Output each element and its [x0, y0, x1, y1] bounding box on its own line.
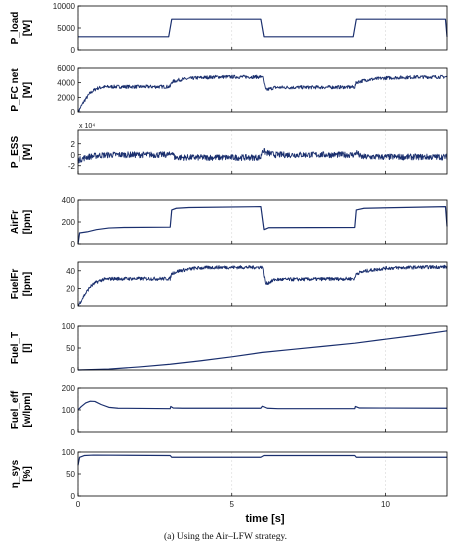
y-axis-label: [w/lpm] — [22, 393, 33, 428]
axes-frame — [77, 451, 448, 497]
y-tick-label: 0 — [71, 240, 76, 249]
axes-frame — [77, 129, 448, 175]
y-tick-label: 10000 — [53, 2, 76, 11]
panel-5: 0 20 40 FuelFr [lpm] — [10, 261, 448, 311]
y-tick-label: 50 — [66, 344, 75, 353]
axes-frame — [77, 199, 448, 245]
x-tick-label: 5 — [230, 500, 235, 509]
y-tick-label: 50 — [66, 470, 75, 479]
panel-1: 0 5000 10000 P_load [W] — [10, 2, 448, 55]
y-tick-label: 100 — [62, 448, 76, 457]
y-tick-label: 0 — [71, 492, 76, 501]
y-axis-label: Fuel_T — [10, 332, 21, 364]
y-axis-label: [lpm] — [22, 210, 33, 234]
panel-2: 0 2000 4000 6000 P_FC net [W] — [10, 64, 448, 117]
y-tick-label: 0 — [71, 302, 76, 311]
axes-frame — [77, 325, 448, 371]
x-tick-label: 0 — [76, 500, 81, 509]
y-axis-label: [W] — [22, 20, 33, 36]
y-tick-label: 0 — [71, 366, 76, 375]
y-tick-label: 0 — [71, 108, 76, 117]
y-tick-label: 0 — [71, 151, 76, 160]
y-exponent-label: x 10⁴ — [79, 123, 95, 130]
y-axis-label: Fuel_eff — [10, 390, 21, 429]
y-tick-label: 200 — [62, 218, 76, 227]
y-axis-label: P_FC net — [10, 68, 21, 112]
series-line — [77, 147, 448, 164]
y-axis-label: P_ESS — [10, 136, 21, 169]
y-tick-label: 4000 — [57, 79, 75, 88]
y-axis-label: [W] — [22, 144, 33, 160]
series-line — [77, 400, 448, 411]
y-tick-label: 400 — [62, 196, 76, 205]
y-tick-label: 100 — [62, 406, 76, 415]
y-tick-label: 200 — [62, 384, 76, 393]
axes-frame — [77, 261, 448, 307]
panel-4: 0 200 400 AirFr [lpm] — [10, 196, 448, 249]
y-tick-label: 2 — [71, 140, 76, 149]
y-axis-label: [lpm] — [22, 272, 33, 296]
series-line — [77, 206, 448, 245]
y-axis-label: AirFr — [10, 210, 21, 234]
y-axis-label: [l] — [22, 343, 33, 352]
axes-frame — [77, 67, 448, 113]
y-axis-label: [%] — [22, 466, 33, 482]
y-axis-label: P_load — [10, 12, 21, 45]
x-tick-label: 10 — [381, 500, 390, 509]
panel-8: 0 50 100 η_sys [%] — [10, 448, 448, 501]
y-tick-label: 20 — [66, 284, 75, 293]
y-tick-label: 5000 — [57, 24, 75, 33]
series-line — [77, 264, 448, 307]
x-tick-labels: 0 5 10 — [76, 500, 391, 509]
panel-6: 0 50 100 Fuel_T [l] — [10, 322, 448, 375]
panel-7: 0 100 200 Fuel_eff [w/lpm] — [10, 384, 448, 437]
y-tick-label: 100 — [62, 322, 76, 331]
y-axis-label: [W] — [22, 82, 33, 98]
y-axis-label: FuelFr — [10, 269, 21, 300]
y-tick-label: 2000 — [57, 93, 75, 102]
y-tick-label: -2 — [68, 162, 76, 171]
figure-caption: (a) Using the Air–LFW strategy. — [164, 532, 287, 542]
x-axis-label: time [s] — [245, 513, 284, 525]
panel-3: -2 0 2 x 10⁴ P_ESS [W] — [10, 123, 448, 175]
y-tick-label: 0 — [71, 428, 76, 437]
axes-frame — [77, 5, 448, 51]
y-tick-label: 6000 — [57, 64, 75, 73]
series-line — [78, 18, 448, 38]
y-axis-label: η_sys — [10, 459, 21, 488]
axes-frame — [77, 387, 448, 433]
series-line — [77, 454, 447, 466]
series-line — [77, 74, 448, 113]
series-line — [77, 330, 448, 371]
y-tick-label: 40 — [66, 267, 75, 276]
y-tick-label: 0 — [71, 46, 76, 55]
